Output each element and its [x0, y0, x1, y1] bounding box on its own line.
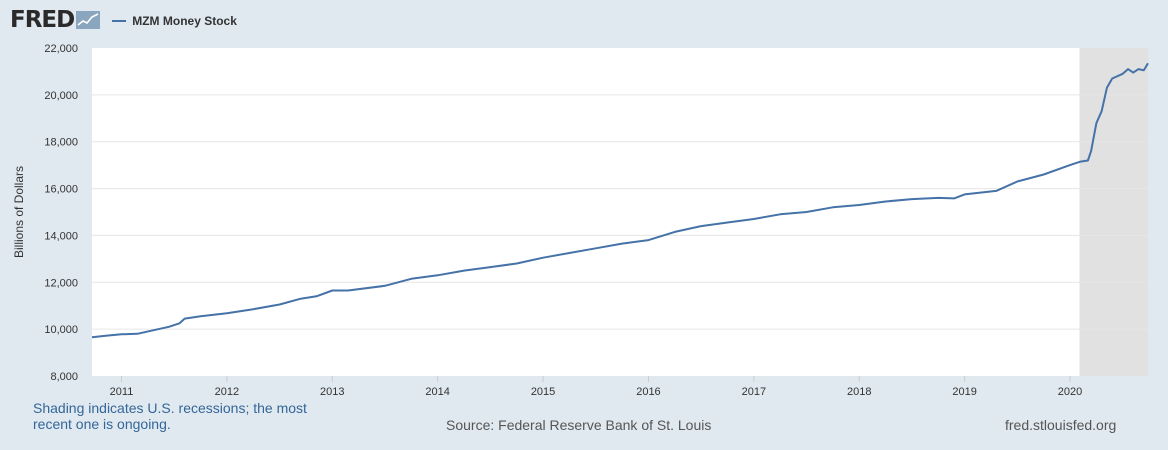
y-tick-label: 8,000: [50, 371, 78, 383]
legend-label: MZM Money Stock: [132, 14, 237, 28]
x-tick-label: 2011: [110, 386, 134, 398]
legend-swatch: [112, 20, 127, 22]
fred-graph-icon: [76, 11, 101, 29]
legend[interactable]: MZM Money Stock: [112, 14, 237, 28]
y-tick-label: 22,000: [44, 43, 78, 55]
x-tick-label: 2015: [531, 386, 555, 398]
y-tick-label: 14,000: [44, 230, 78, 242]
x-tick-label: 2020: [1058, 386, 1082, 398]
y-axis-ticks: 8,000 10,000 12,000 14,000 16,000 18,000 20,00…: [44, 43, 78, 383]
y-tick-label: 10,000: [44, 324, 78, 336]
source-url-link[interactable]: fred.stlouisfed.org: [1005, 417, 1117, 433]
y-tick-label: 16,000: [44, 184, 78, 196]
series-group: [91, 62, 1149, 339]
source-text: Source: Federal Reserve Bank of St. Loui…: [446, 417, 712, 433]
y-tick-label: 18,000: [44, 137, 78, 149]
x-tick-label: 2013: [320, 386, 344, 398]
series-line-mzm[interactable]: [91, 62, 1149, 339]
fred-logo[interactable]: FRED: [10, 7, 75, 33]
x-tick-label: 2017: [742, 386, 766, 398]
x-tick-label: 2014: [425, 386, 449, 398]
plot-background: [92, 48, 1148, 376]
x-tick-label: 2016: [636, 386, 660, 398]
recession-shading: [1079, 48, 1148, 376]
y-tick-label: 20,000: [44, 90, 78, 102]
recession-shading-group: [1079, 48, 1148, 376]
gridlines: [92, 94, 1148, 330]
x-tick-label: 2012: [215, 386, 239, 398]
x-tick-label: 2018: [847, 386, 871, 398]
y-axis-title: Billions of Dollars: [12, 166, 26, 258]
chart-header: FRED MZM Money Stock: [10, 6, 237, 34]
y-tick-label: 12,000: [44, 277, 78, 289]
x-tick-label: 2019: [952, 386, 976, 398]
x-axis-ticks: 2011 2012 2013 2014 2015 2016 2017 2018 2019 2020: [110, 376, 1082, 398]
recession-note: Shading indicates U.S. recessions; the m…: [33, 400, 307, 432]
